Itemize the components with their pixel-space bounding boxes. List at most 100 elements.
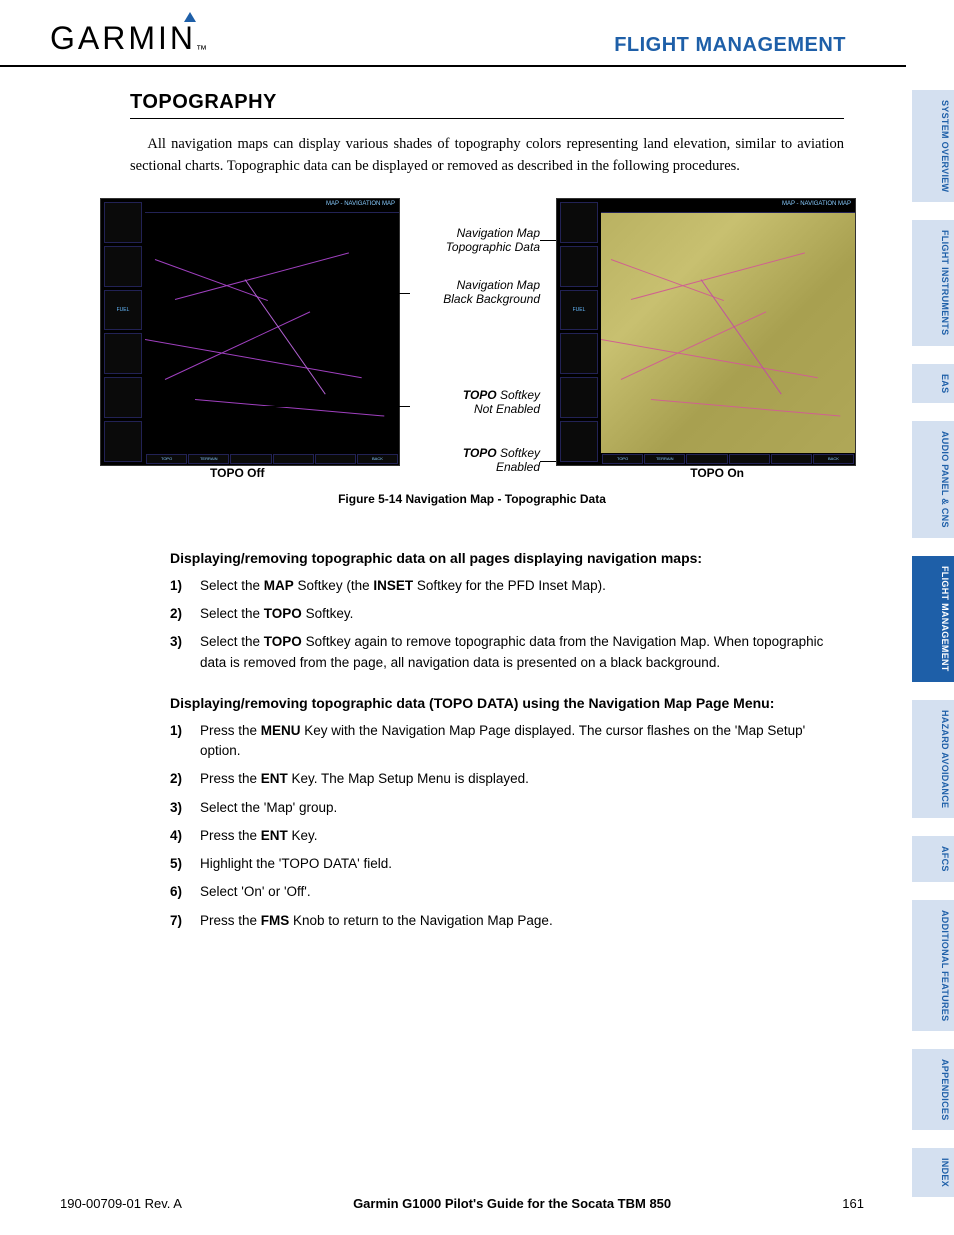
nav-screen-topo-on: FUEL MAP - NAVIGATION MAP TO [556,198,856,466]
pfd-box [560,421,598,462]
logo-text: GARMIN [50,20,196,56]
step-text: Select the TOPO Softkey again to remove … [200,632,844,673]
pfd-sidebar-right: FUEL [557,199,601,465]
callout-topo-data: Navigation Map Topographic Data [446,226,540,255]
step-text: Select the 'Map' group. [200,798,337,818]
route-lines-icon [601,199,855,465]
procedure-step: 3) Select the 'Map' group. [170,798,844,818]
step-text: Select 'On' or 'Off'. [200,882,311,902]
garmin-logo: GARMIN™ [50,20,210,57]
step-number: 5) [170,854,188,874]
procedure-step: 4) Press the ENT Key. [170,826,844,846]
callout-softkey-not-enabled: TOPO Softkey Not Enabled [463,388,540,417]
pfd-box [104,202,142,243]
procedure-2-heading: Displaying/removing topographic data (TO… [170,695,844,711]
pfd-box [104,377,142,418]
side-tab[interactable]: ADDITIONAL FEATURES [912,900,954,1031]
softkey [315,454,356,464]
map-area-black: MAP - NAVIGATION MAP TOPO TERRAIN B [145,199,399,465]
doc-number: 190-00709-01 Rev. A [60,1196,182,1211]
procedure-step: 1) Select the MAP Softkey (the INSET Soft… [170,576,844,596]
pfd-box [560,377,598,418]
step-text: Press the FMS Knob to return to the Navi… [200,911,553,931]
softkey [771,454,812,464]
softkey: BACK [357,454,398,464]
softkey-bar: TOPO TERRAIN BACK [145,453,399,465]
callout-black-bg: Navigation Map Black Background [443,278,540,307]
pfd-box [560,202,598,243]
side-tab[interactable]: FLIGHT INSTRUMENTS [912,220,954,345]
figure-label-right: TOPO On [690,466,744,480]
figure-callouts: Navigation Map Topographic Data Navigati… [410,198,540,478]
doc-title: Garmin G1000 Pilot's Guide for the Socat… [353,1196,671,1211]
figure-5-14: FUEL MAP - NAVIGATION MAP TO [100,198,844,528]
procedure-step: 1) Press the MENU Key with the Navigation… [170,721,844,762]
procedure-2-list: 1) Press the MENU Key with the Navigation… [170,721,844,931]
nav-screen-topo-off: FUEL MAP - NAVIGATION MAP TO [100,198,400,466]
section-title: TOPOGRAPHY [130,91,844,119]
intro-paragraph: All navigation maps can display various … [130,133,844,178]
softkey-bar: TOPO TERRAIN BACK [601,453,855,465]
softkey: TERRAIN [644,454,685,464]
side-tab[interactable]: APPENDICES [912,1049,954,1131]
procedure-step: 3) Select the TOPO Softkey again to remov… [170,632,844,673]
step-number: 1) [170,576,188,596]
procedure-step: 6) Select 'On' or 'Off'. [170,882,844,902]
step-number: 3) [170,632,188,673]
step-text: Press the MENU Key with the Navigation M… [200,721,844,762]
step-number: 4) [170,826,188,846]
step-number: 6) [170,882,188,902]
pfd-box [104,421,142,462]
step-text: Press the ENT Key. [200,826,318,846]
softkey: BACK [813,454,854,464]
side-tab[interactable]: SYSTEM OVERVIEW [912,90,954,202]
step-number: 1) [170,721,188,762]
figure-label-left: TOPO Off [210,466,264,480]
route-lines-icon [145,199,399,465]
page-header: GARMIN™ FLIGHT MANAGEMENT [0,0,906,67]
pfd-sidebar-left: FUEL [101,199,145,465]
figure-caption: Figure 5-14 Navigation Map - Topographic… [100,492,844,506]
procedure-1-heading: Displaying/removing topographic data on … [170,550,844,566]
procedure-1-list: 1) Select the MAP Softkey (the INSET Soft… [170,576,844,673]
step-text: Press the ENT Key. The Map Setup Menu is… [200,769,529,789]
procedure-step: 7) Press the FMS Knob to return to the Na… [170,911,844,931]
pfd-box [104,246,142,287]
step-number: 2) [170,604,188,624]
side-tab[interactable]: HAZARD AVOIDANCE [912,700,954,818]
procedure-step: 2) Press the ENT Key. The Map Setup Menu … [170,769,844,789]
header-section-title: FLIGHT MANAGEMENT [614,34,846,57]
softkey [273,454,314,464]
side-tab[interactable]: EAS [912,364,954,403]
pfd-box [104,333,142,374]
pfd-box: FUEL [560,290,598,331]
page-number: 161 [842,1196,864,1211]
procedure-step: 5) Highlight the 'TOPO DATA' field. [170,854,844,874]
logo-triangle-icon [184,12,196,22]
step-number: 7) [170,911,188,931]
page-footer: 190-00709-01 Rev. A Garmin G1000 Pilot's… [60,1196,864,1211]
softkey [230,454,271,464]
step-text: Highlight the 'TOPO DATA' field. [200,854,392,874]
softkey: TOPO [602,454,643,464]
pfd-box [560,333,598,374]
step-text: Select the TOPO Softkey. [200,604,353,624]
side-tab[interactable]: FLIGHT MANAGEMENT [912,556,954,682]
side-tab[interactable]: AUDIO PANEL & CNS [912,421,954,538]
softkey [729,454,770,464]
side-tab[interactable]: AFCS [912,836,954,882]
softkey: TERRAIN [188,454,229,464]
page-content: TOPOGRAPHY All navigation maps can displ… [0,67,954,931]
step-text: Select the MAP Softkey (the INSET Softke… [200,576,606,596]
pfd-box: FUEL [104,290,142,331]
procedure-step: 2) Select the TOPO Softkey. [170,604,844,624]
side-tab[interactable]: INDEX [912,1148,954,1197]
softkey: TOPO [146,454,187,464]
pfd-box [560,246,598,287]
step-number: 3) [170,798,188,818]
softkey [686,454,727,464]
side-tab-bar: SYSTEM OVERVIEW FLIGHT INSTRUMENTS EAS AUDI… [912,90,954,1197]
callout-softkey-enabled: TOPO Softkey Enabled [463,446,540,475]
step-number: 2) [170,769,188,789]
map-area-topo: MAP - NAVIGATION MAP TOPO TERRAIN B [601,199,855,465]
